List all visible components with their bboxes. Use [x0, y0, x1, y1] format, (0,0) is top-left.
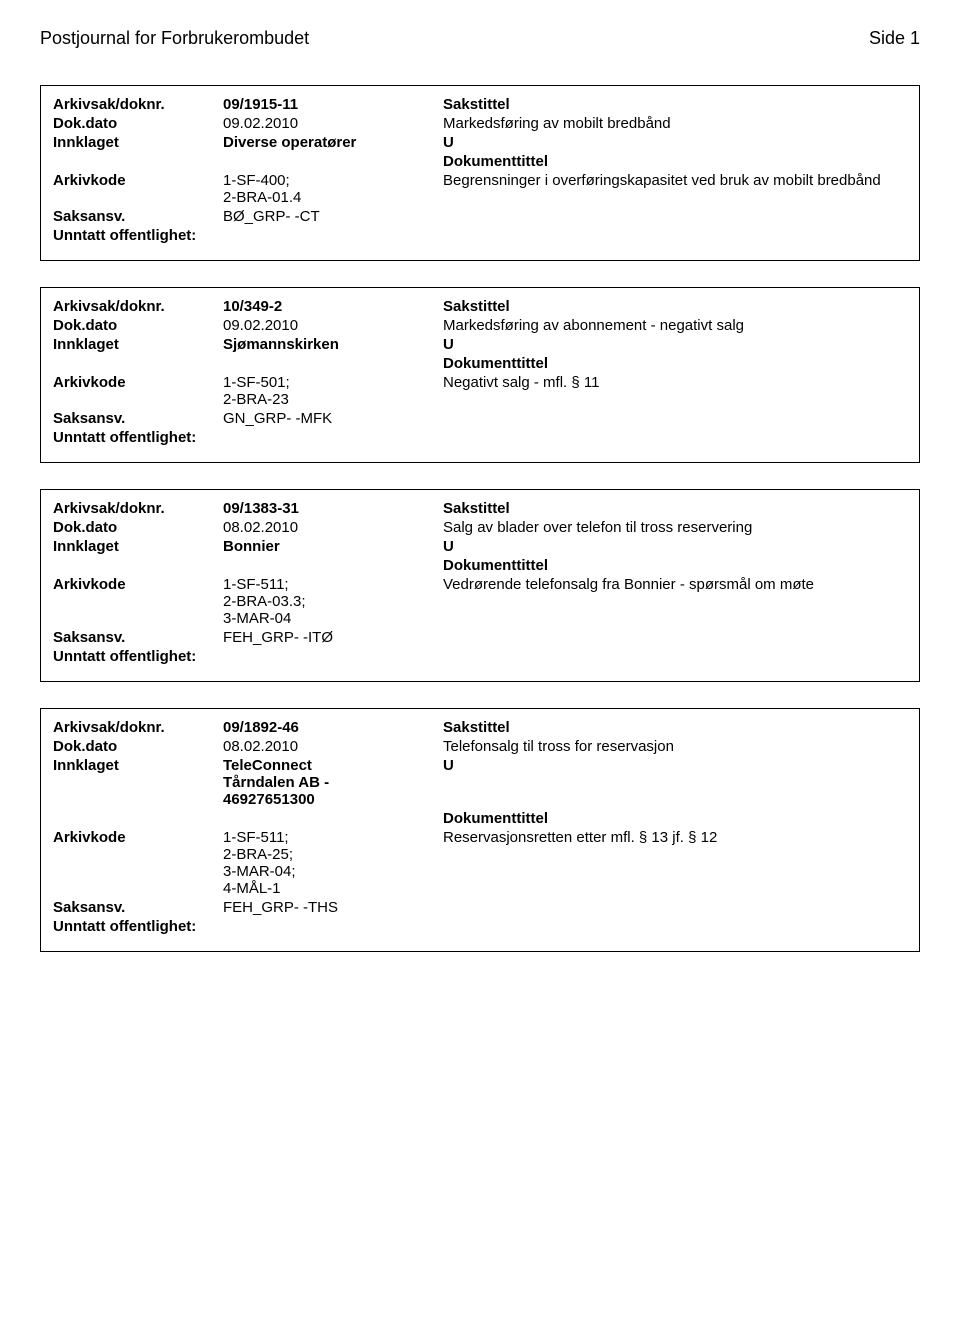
label-unntatt: Unntatt offentlighet:: [53, 918, 196, 935]
value-arkivsak: 09/1892-46: [223, 719, 443, 736]
value-innklaget: Sjømannskirken: [223, 336, 443, 353]
value-dokumenttittel: Vedrørende telefonsalg fra Bonnier - spø…: [443, 576, 907, 627]
record: Arkivsak/doknr.10/349-2Sakstittel Dok.dat…: [40, 287, 920, 463]
label-arkivsak: Arkivsak/doknr.: [53, 96, 223, 113]
value-dokumenttittel: Reservasjonsretten etter mfl. § 13 jf. §…: [443, 829, 907, 897]
value-saksansv: FEH_GRP- -THS: [223, 899, 443, 916]
label-arkivkode: Arkivkode: [53, 576, 223, 627]
label-innklaget: Innklaget: [53, 134, 223, 151]
value-sakstittel: Markedsføring av abonnement - negativt s…: [443, 317, 907, 334]
label-innklaget: Innklaget: [53, 336, 223, 353]
label-sakstittel: Sakstittel: [443, 500, 907, 517]
record: Arkivsak/doknr.09/1892-46Sakstittel Dok.d…: [40, 708, 920, 952]
value-arkivkode: 1-SF-400; 2-BRA-01.4: [223, 172, 443, 206]
value-sakstittel: Salg av blader over telefon til tross re…: [443, 519, 907, 536]
page-number: Side 1: [869, 28, 920, 49]
label-dokdato: Dok.dato: [53, 115, 223, 132]
value-innklaget: TeleConnect Tårndalen AB - 46927651300: [223, 757, 443, 808]
label-arkivsak: Arkivsak/doknr.: [53, 500, 223, 517]
page-header: Postjournal for Forbrukerombudet Side 1: [40, 28, 920, 49]
value-saksansv: BØ_GRP- -CT: [223, 208, 443, 225]
label-saksansv: Saksansv.: [53, 899, 223, 916]
label-dokdato: Dok.dato: [53, 738, 223, 755]
label-dokumenttittel: Dokumenttittel: [443, 810, 907, 827]
label-dokumenttittel: Dokumenttittel: [443, 557, 907, 574]
label-arkivkode: Arkivkode: [53, 829, 223, 897]
label-arkivkode: Arkivkode: [53, 374, 223, 408]
value-innklaget: Bonnier: [223, 538, 443, 555]
label-saksansv: Saksansv.: [53, 410, 223, 427]
value-dokumenttittel: Negativt salg - mfl. § 11: [443, 374, 907, 408]
value-arkivsak: 10/349-2: [223, 298, 443, 315]
label-dokumenttittel: Dokumenttittel: [443, 153, 907, 170]
label-sakstittel: Sakstittel: [443, 298, 907, 315]
value-u: U: [443, 134, 907, 151]
value-sakstittel: Telefonsalg til tross for reservasjon: [443, 738, 907, 755]
label-unntatt: Unntatt offentlighet:: [53, 429, 196, 446]
value-sakstittel: Markedsføring av mobilt bredbånd: [443, 115, 907, 132]
label-arkivsak: Arkivsak/doknr.: [53, 719, 223, 736]
label-saksansv: Saksansv.: [53, 629, 223, 646]
value-dokdato: 09.02.2010: [223, 317, 443, 334]
value-dokumenttittel: Begrensninger i overføringskapasitet ved…: [443, 172, 907, 206]
label-unntatt: Unntatt offentlighet:: [53, 648, 196, 665]
value-dokdato: 09.02.2010: [223, 115, 443, 132]
record: Arkivsak/doknr.09/1383-31Sakstittel Dok.d…: [40, 489, 920, 682]
label-arkivkode: Arkivkode: [53, 172, 223, 206]
value-arkivkode: 1-SF-501; 2-BRA-23: [223, 374, 443, 408]
label-dokdato: Dok.dato: [53, 519, 223, 536]
value-u: U: [443, 757, 907, 808]
label-innklaget: Innklaget: [53, 538, 223, 555]
label-sakstittel: Sakstittel: [443, 96, 907, 113]
journal-title: Postjournal for Forbrukerombudet: [40, 28, 309, 49]
label-arkivsak: Arkivsak/doknr.: [53, 298, 223, 315]
value-innklaget: Diverse operatører: [223, 134, 443, 151]
value-arkivsak: 09/1383-31: [223, 500, 443, 517]
label-dokumenttittel: Dokumenttittel: [443, 355, 907, 372]
record: Arkivsak/doknr.09/1915-11Sakstittel Dok.d…: [40, 85, 920, 261]
value-dokdato: 08.02.2010: [223, 738, 443, 755]
value-arkivsak: 09/1915-11: [223, 96, 443, 113]
value-saksansv: GN_GRP- -MFK: [223, 410, 443, 427]
label-innklaget: Innklaget: [53, 757, 223, 808]
value-u: U: [443, 538, 907, 555]
value-arkivkode: 1-SF-511; 2-BRA-03.3; 3-MAR-04: [223, 576, 443, 627]
value-dokdato: 08.02.2010: [223, 519, 443, 536]
value-saksansv: FEH_GRP- -ITØ: [223, 629, 443, 646]
label-saksansv: Saksansv.: [53, 208, 223, 225]
label-unntatt: Unntatt offentlighet:: [53, 227, 196, 244]
value-u: U: [443, 336, 907, 353]
value-arkivkode: 1-SF-511; 2-BRA-25; 3-MAR-04; 4-MÅL-1: [223, 829, 443, 897]
label-sakstittel: Sakstittel: [443, 719, 907, 736]
label-dokdato: Dok.dato: [53, 317, 223, 334]
